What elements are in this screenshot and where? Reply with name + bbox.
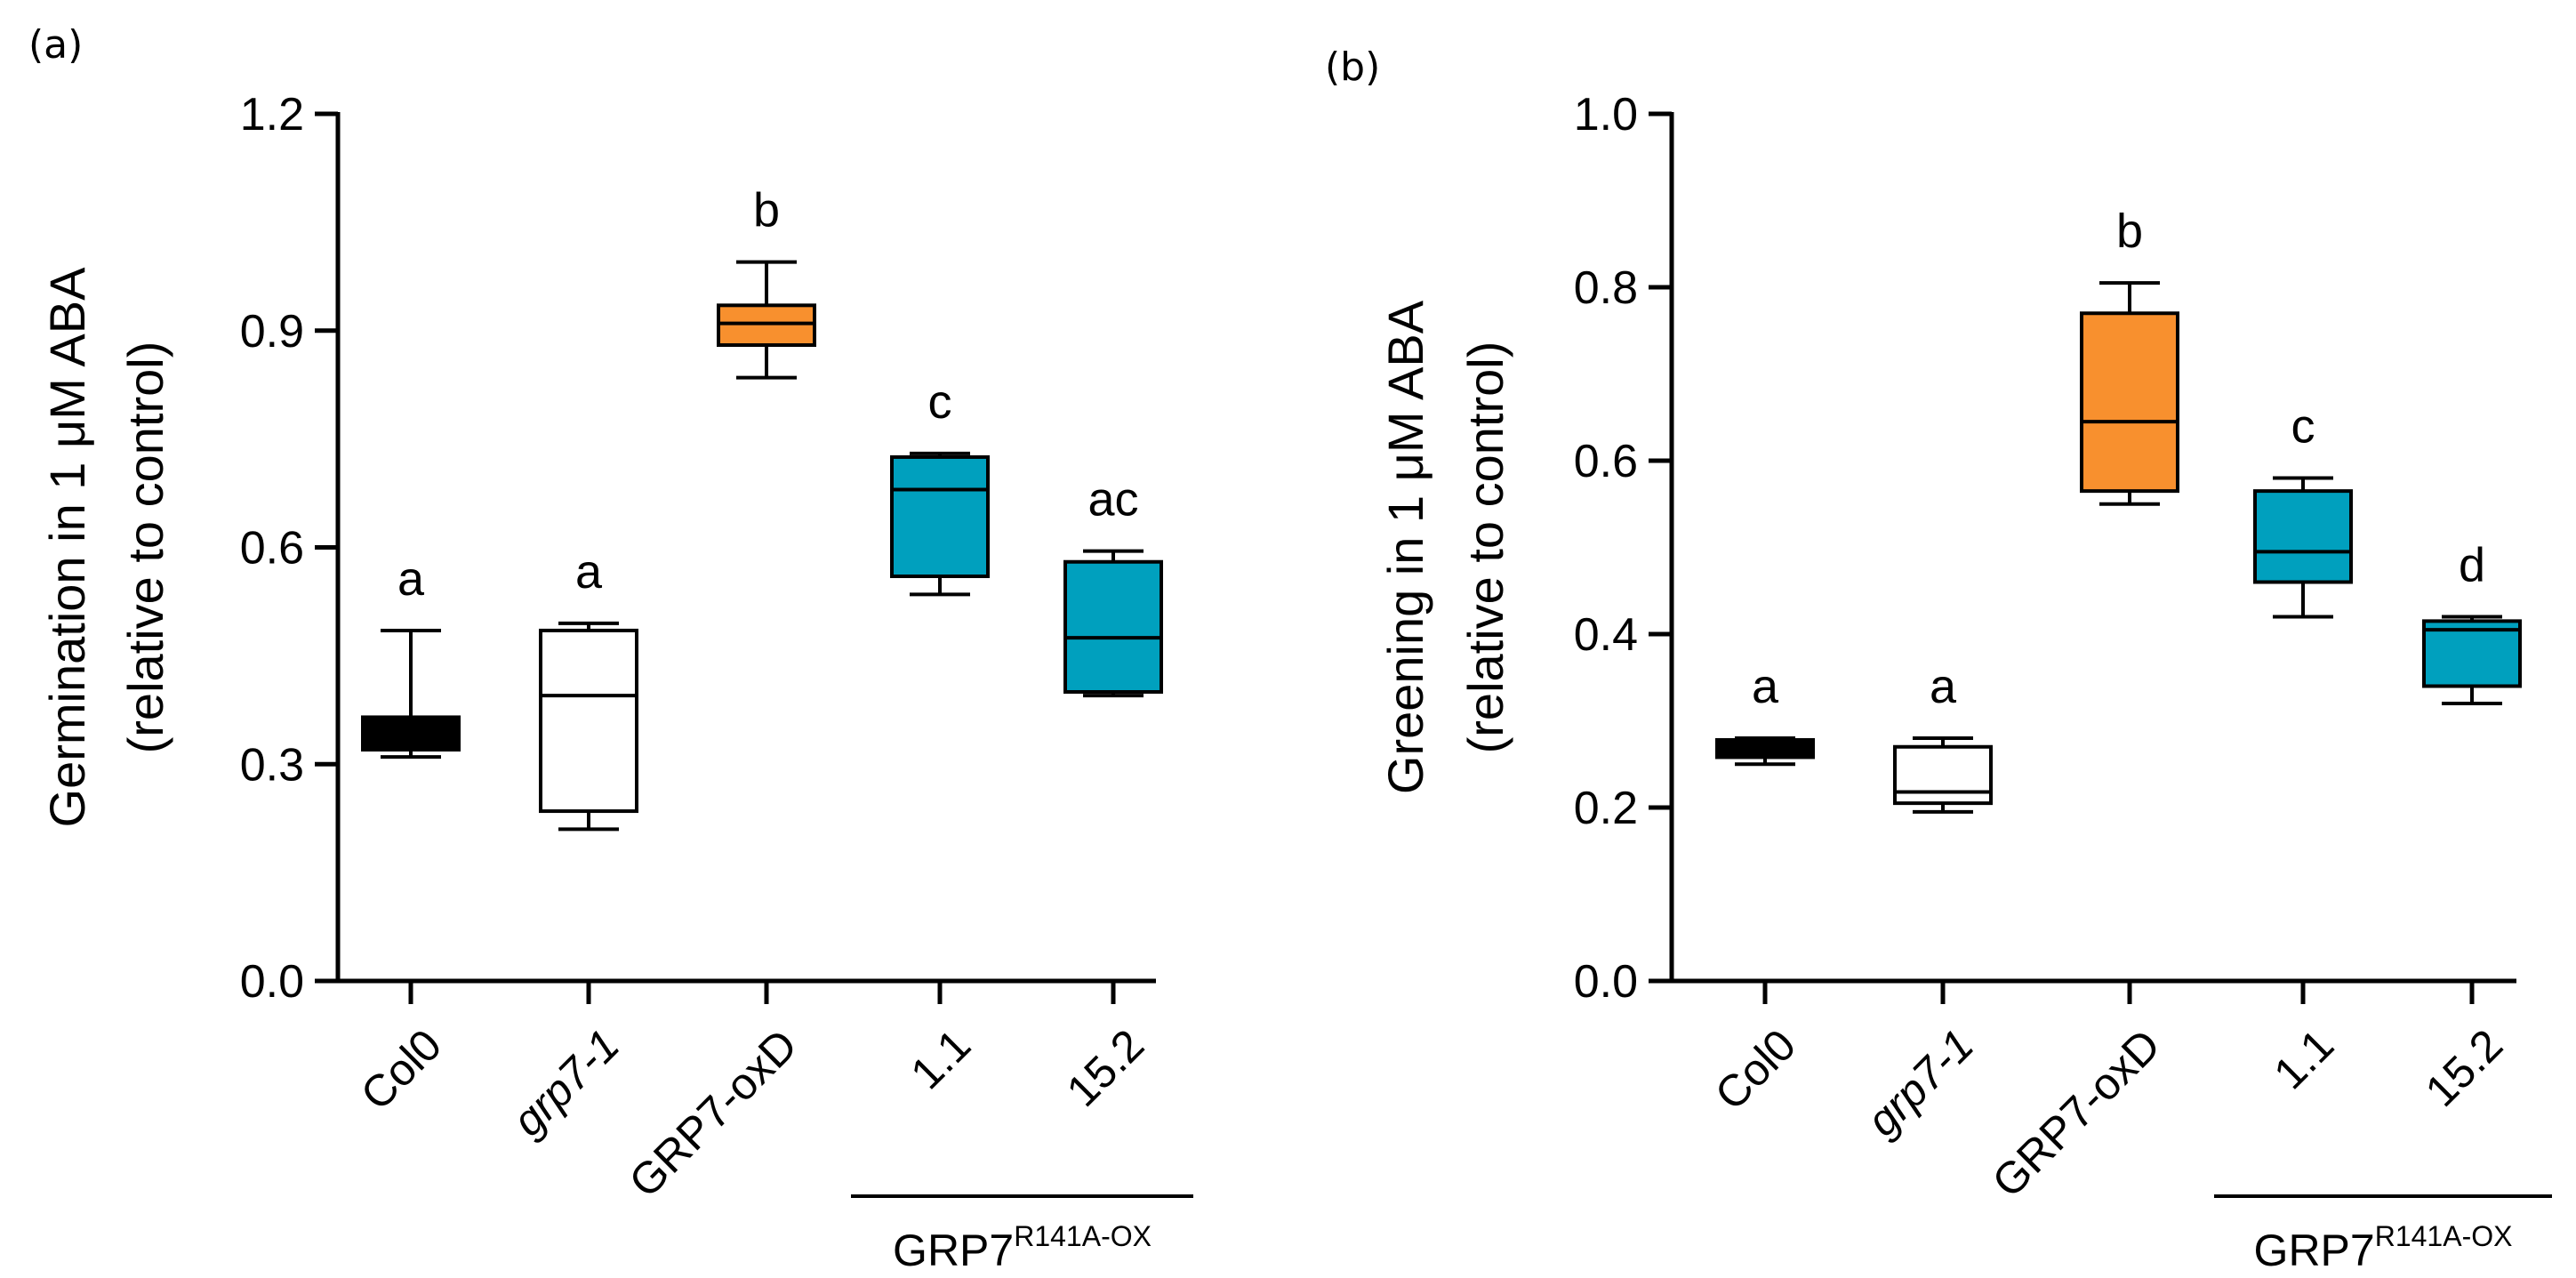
y-tick-label: 0.8 [1574, 262, 1638, 314]
panel-label: (a) [28, 22, 83, 68]
x-category-label: grp7-1 [502, 1020, 629, 1146]
x-category-label: 1.1 [2264, 1020, 2343, 1099]
box-iqr [539, 628, 638, 814]
y-tick-label: 0.9 [240, 306, 304, 358]
panel-b-greening-chart: (b) Greening in 1 μM ABA (relative to cont… [1325, 44, 2552, 1275]
box-grp7-oxd: b [2080, 205, 2179, 506]
significance-letter: a [397, 552, 425, 606]
y-tick-label: 0.0 [1574, 956, 1638, 1008]
box-col0: a [1715, 660, 1815, 767]
y-tick-label: 1.0 [1574, 89, 1638, 141]
y-axis-title: Greening in 1 μM ABA [1377, 300, 1433, 794]
box-grp7-1: a [1893, 660, 1993, 814]
y-tick-label: 0.2 [1574, 783, 1638, 834]
significance-letter: b [753, 184, 780, 237]
y-tick-label: 0.3 [240, 739, 304, 791]
x-category-label: GRP7-oxD [620, 1020, 807, 1208]
y-axis-subtitle: (relative to control) [1457, 342, 1513, 754]
y-tick-label: 0.0 [240, 956, 304, 1008]
significance-letter: ac [1087, 473, 1138, 526]
box-iqr [2080, 311, 2179, 494]
x-category-label: Col0 [1705, 1020, 1805, 1120]
group-label: GRP7R141A-OX [2254, 1220, 2513, 1275]
box-1-1: c [2253, 400, 2353, 619]
group-label-text: GRP7 [893, 1226, 1014, 1275]
box-col0: a [361, 552, 461, 760]
box-grp7-oxd: b [717, 184, 816, 380]
box-iqr [890, 454, 990, 578]
x-category-label: GRP7-oxD [1983, 1020, 2171, 1208]
box-iqr [1893, 744, 1993, 806]
x-category-label: 15.2 [1057, 1020, 1153, 1116]
significance-letter: a [1752, 660, 1779, 713]
y-tick-label: 0.6 [240, 523, 304, 575]
box-iqr [717, 303, 816, 347]
group-label-superscript: R141A-OX [2375, 1220, 2513, 1252]
group-label-superscript: R141A-OX [1014, 1220, 1152, 1252]
box-grp7-1: a [539, 545, 638, 832]
box-15-2: d [2422, 539, 2522, 705]
significance-letter: a [575, 545, 603, 599]
x-category-label: grp7-1 [1857, 1020, 1983, 1146]
y-axis-subtitle: (relative to control) [117, 342, 173, 754]
box-iqr [2253, 489, 2353, 584]
box-iqr [361, 715, 461, 752]
panel-a-germination-chart: (a) Germination in 1 μM ABA (relative to c… [28, 22, 1193, 1275]
box-1-1: c [890, 375, 990, 597]
x-category-label: 1.1 [901, 1020, 980, 1099]
x-category-label: Col0 [351, 1020, 451, 1120]
group-label-text: GRP7 [2254, 1226, 2375, 1275]
significance-letter: c [2291, 400, 2315, 454]
y-tick-label: 1.2 [240, 89, 304, 141]
group-label: GRP7R141A-OX [893, 1220, 1152, 1275]
significance-letter: d [2459, 539, 2485, 592]
panel-label: (b) [1325, 44, 1380, 90]
box-iqr [1063, 559, 1163, 694]
x-category-label: 15.2 [2416, 1020, 2512, 1116]
significance-letter: a [1930, 660, 1957, 713]
box-15-2: ac [1063, 473, 1163, 698]
significance-letter: b [2116, 205, 2143, 258]
box-iqr [2422, 619, 2522, 688]
y-tick-label: 0.4 [1574, 609, 1638, 661]
y-axis-title: Germination in 1 μM ABA [39, 267, 95, 828]
significance-letter: c [928, 375, 952, 429]
y-tick-label: 0.6 [1574, 436, 1638, 487]
